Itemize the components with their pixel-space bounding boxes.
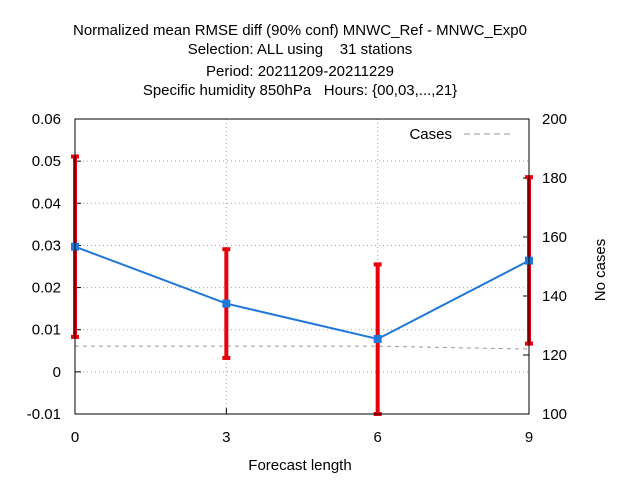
y2-axis-label: No cases bbox=[592, 239, 609, 302]
y-tick-label: 0.02 bbox=[32, 280, 61, 297]
rmse-diff-line bbox=[74, 245, 530, 341]
cases-line bbox=[75, 345, 530, 350]
y-tick-label: 0.06 bbox=[32, 111, 61, 128]
chart-title: Normalized mean RMSE diff (90% conf) MNW… bbox=[73, 22, 527, 99]
y-tick-label: 0.05 bbox=[32, 153, 61, 170]
y2-tick-label: 180 bbox=[542, 170, 567, 187]
y2-axis-ticks: 100 120 140 160 180 200 bbox=[523, 111, 567, 423]
y-tick-label: 0 bbox=[53, 364, 61, 381]
title-line-3: Period: 20211209-20211229 bbox=[206, 63, 394, 80]
title-line-1: Normalized mean RMSE diff (90% conf) MNW… bbox=[73, 22, 527, 39]
title-line-4: Specific humidity 850hPa Hours: {00,03,.… bbox=[143, 82, 457, 99]
y2-tick-label: 160 bbox=[542, 229, 567, 246]
data-point bbox=[373, 334, 382, 343]
x-tick-label: 0 bbox=[71, 429, 79, 446]
y-tick-label: 0.01 bbox=[32, 322, 61, 339]
x-tick-label: 6 bbox=[373, 429, 381, 446]
legend: Cases bbox=[409, 126, 512, 143]
series bbox=[71, 154, 533, 416]
plot-frame bbox=[74, 118, 530, 415]
grid bbox=[75, 119, 529, 414]
y-tick-label: -0.01 bbox=[27, 406, 61, 423]
x-tick-label: 9 bbox=[525, 429, 533, 446]
y-tick-label: 0.04 bbox=[32, 195, 61, 212]
x-axis-label: Forecast length bbox=[248, 457, 351, 474]
y2-tick-label: 100 bbox=[542, 406, 567, 423]
y2-tick-label: 120 bbox=[542, 347, 567, 364]
legend-label-cases: Cases bbox=[409, 126, 452, 143]
y-axis-ticks: -0.01 0 0.01 0.02 0.03 0.04 0.05 0.06 bbox=[27, 111, 81, 423]
y2-tick-label: 200 bbox=[542, 111, 567, 128]
y2-tick-label: 140 bbox=[542, 288, 567, 305]
x-tick-label: 3 bbox=[222, 429, 230, 446]
y-tick-label: 0.03 bbox=[32, 237, 61, 254]
title-line-2: Selection: ALL using 31 stations bbox=[188, 41, 413, 58]
data-point bbox=[222, 299, 231, 308]
